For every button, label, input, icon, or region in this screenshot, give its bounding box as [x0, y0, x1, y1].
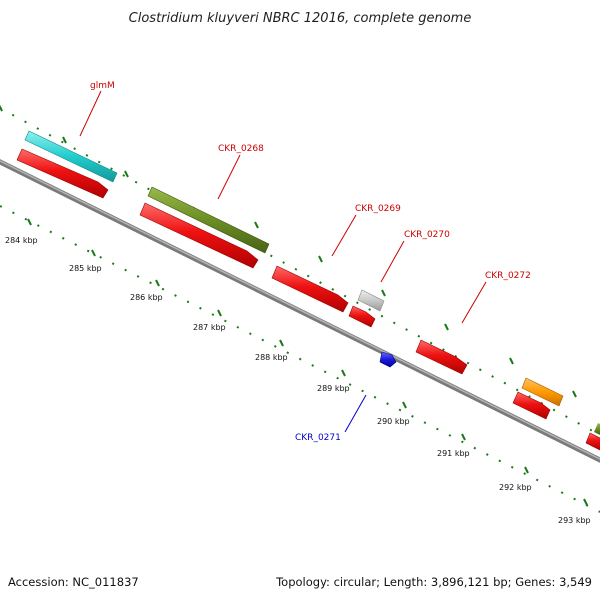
tick-label: 289 kbp	[317, 384, 350, 393]
genome-backbone-highlight	[0, 160, 600, 460]
label-CKR_0268[interactable]: CKR_0268	[218, 144, 264, 154]
cds-partial-right[interactable]	[585, 432, 600, 451]
tick-label: 286 kbp	[130, 293, 163, 302]
gene-features	[24, 130, 600, 435]
leader-CKR_0272	[461, 281, 487, 324]
genome-summary-text: Topology: circular; Length: 3,896,121 bp…	[275, 575, 592, 589]
cds-CKR_0269[interactable]	[271, 265, 349, 313]
inner-tick-ring	[0, 205, 600, 513]
label-glmM[interactable]: glmM	[90, 81, 115, 91]
cds-CKR_0270[interactable]	[348, 305, 376, 328]
gene-CKR_0270[interactable]	[357, 289, 385, 312]
gene-CKR_0268[interactable]	[147, 186, 270, 254]
cds-features	[16, 148, 600, 451]
tick-label: 285 kbp	[69, 264, 102, 273]
inner-major-ticks	[27, 218, 588, 506]
accession-text: Accession: NC_011837	[8, 575, 139, 589]
label-CKR_0271[interactable]: CKR_0271	[295, 433, 341, 443]
label-CKR_0270[interactable]: CKR_0270	[404, 230, 450, 240]
feature-labels: glmM CKR_0268 CKR_0269 CKR_0270 CKR_0272…	[79, 81, 531, 443]
cds-CKR_0272[interactable]	[415, 339, 468, 375]
leader-CKR_0271	[344, 394, 367, 433]
tick-label: 292 kbp	[499, 483, 532, 492]
tick-label: 284 kbp	[5, 236, 38, 245]
tick-label: 287 kbp	[193, 323, 226, 332]
outer-tick-ring	[0, 107, 600, 436]
tick-label: 293 kbp	[558, 516, 591, 525]
tick-label: 290 kbp	[377, 417, 410, 426]
tick-label: 291 kbp	[437, 449, 470, 458]
leader-CKR_0269	[331, 214, 357, 257]
label-CKR_0272[interactable]: CKR_0272	[485, 271, 531, 281]
kbp-labels: 284 kbp 285 kbp 286 kbp 287 kbp 288 kbp …	[5, 236, 591, 525]
leader-CKR_0268	[217, 154, 241, 200]
leader-glmM	[79, 90, 102, 137]
cds-glmM[interactable]	[16, 148, 109, 199]
cds-CKR_0271[interactable]	[379, 351, 397, 368]
cds-orange-locus[interactable]	[512, 391, 551, 420]
cds-CKR_0268[interactable]	[139, 202, 259, 269]
gene-glmM[interactable]	[24, 130, 118, 183]
genome-backbone	[0, 159, 600, 463]
leader-CKR_0270	[380, 240, 405, 283]
gene-olive-partial[interactable]	[594, 423, 600, 435]
gene-orange[interactable]	[521, 377, 564, 407]
tick-label: 288 kbp	[255, 353, 288, 362]
label-CKR_0269[interactable]: CKR_0269	[355, 204, 401, 214]
map-title: Clostridium kluyveri NBRC 12016, complet…	[129, 11, 472, 26]
